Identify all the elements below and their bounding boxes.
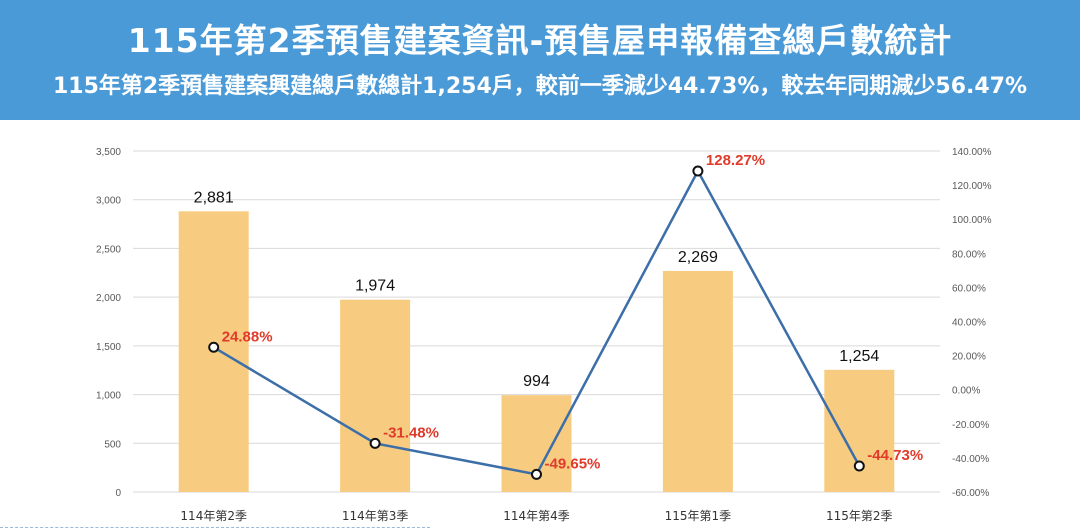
y-left-tick-label: 1,000 — [96, 391, 121, 402]
bar-value-label: 1,974 — [355, 278, 395, 295]
x-tick-label: 114年第2季 — [180, 509, 247, 523]
bar-value-label: 1,254 — [839, 348, 879, 365]
y-left-tick-label: 3,000 — [96, 196, 121, 207]
bar — [340, 299, 411, 492]
y-right-tick-label: 60.00% — [952, 283, 986, 294]
y-right-tick-label: 140.00% — [952, 147, 992, 158]
dotted-divider — [0, 527, 430, 528]
y-right-tick-label: 100.00% — [952, 215, 992, 226]
line-value-label: -44.73% — [867, 447, 923, 464]
y-right-tick-label: 20.00% — [952, 352, 986, 363]
line-marker — [208, 341, 220, 353]
y-left-tick-label: 0 — [115, 488, 121, 499]
y-right-tick-label: -20.00% — [952, 420, 989, 431]
page-title: 115年第2季預售建案資訊-預售屋申報備查總戶數統計 — [127, 21, 953, 60]
page-subtitle: 115年第2季預售建案興建總戶數總計1,254戶，較前一季減少44.73%，較去… — [52, 74, 1028, 99]
bar-value-label: 994 — [523, 373, 550, 390]
bar — [824, 369, 895, 492]
y-left-tick-label: 3,500 — [96, 147, 121, 158]
bar — [662, 270, 733, 492]
bar-value-label: 2,881 — [194, 189, 234, 206]
x-tick-label: 115年第2季 — [826, 509, 893, 523]
line-value-label: 24.88% — [222, 328, 273, 345]
y-right-tick-label: 0.00% — [952, 386, 980, 397]
line-marker — [369, 437, 381, 449]
y-left-tick-label: 1,500 — [96, 342, 121, 353]
line-marker — [531, 468, 542, 480]
x-tick-label: 114年第3季 — [342, 509, 409, 523]
line-marker — [692, 165, 704, 177]
y-right-tick-label: 120.00% — [952, 181, 992, 192]
combo-chart: 0 500 1,000 1,500 2,000 2,500 3,000 3,500 -60.00… — [96, 147, 992, 523]
line-value-label: -31.48% — [383, 424, 439, 441]
x-tick-label: 115年第1季 — [665, 509, 732, 523]
y-right-tick-label: 80.00% — [952, 249, 986, 260]
line-marker — [853, 460, 865, 472]
y-right-tick-label: 40.00% — [952, 318, 986, 329]
x-tick-label: 114年第4季 — [503, 509, 570, 523]
y-left-tick-label: 500 — [104, 439, 121, 450]
y-left-tick-label: 2,500 — [96, 244, 121, 255]
y-right-tick-label: -60.00% — [952, 488, 989, 499]
line-value-label: -49.65% — [545, 455, 601, 472]
y-right-tick-label: -40.00% — [952, 454, 989, 465]
line-value-label: 128.27% — [706, 152, 765, 169]
bar-value-label: 2,269 — [678, 249, 718, 266]
y-left-tick-label: 2,000 — [96, 293, 121, 304]
header-banner — [0, 0, 1080, 120]
